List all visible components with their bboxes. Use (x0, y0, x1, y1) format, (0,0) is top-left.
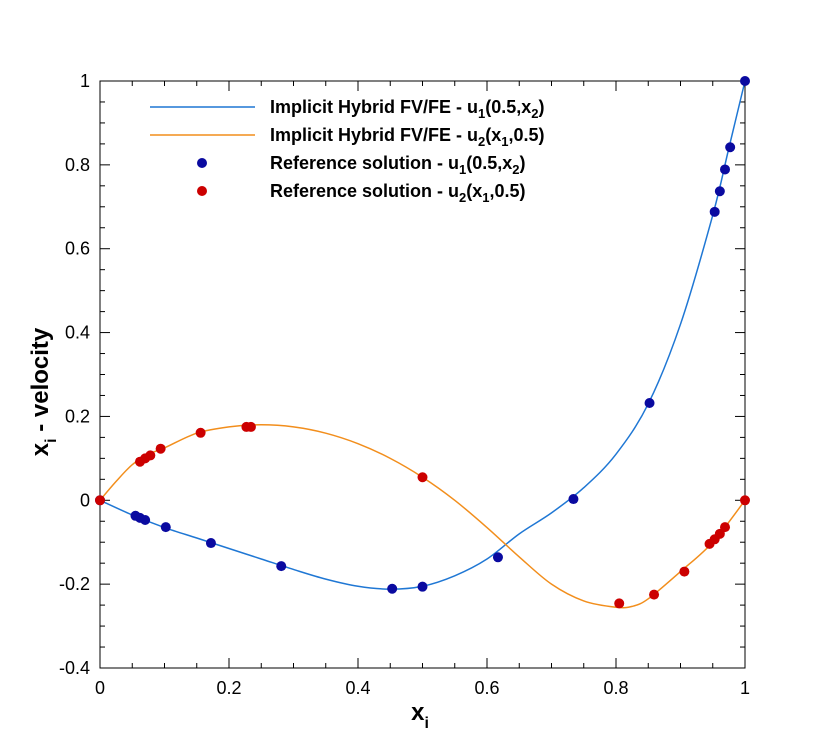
series-3-point (644, 398, 655, 409)
series-4-point (417, 472, 428, 483)
legend-label-part: ,0.5) (509, 125, 545, 145)
x-tick-label: 0.4 (345, 678, 370, 698)
series-3-point (140, 514, 151, 525)
series-3-point (387, 583, 398, 594)
series-4-point (145, 450, 156, 461)
x-tick-label: 1 (740, 678, 750, 698)
y-tick-label: 0 (80, 490, 90, 510)
legend-label-part: 2 (478, 134, 485, 149)
y-tick-label: -0.2 (59, 574, 90, 594)
legend-label: Reference solution - u2(x1,0.5) (270, 181, 526, 205)
series-4-point (155, 443, 166, 454)
legend-swatch-marker (197, 158, 207, 168)
y-tick-label: 0.4 (65, 323, 90, 343)
legend-label-part: Reference solution - u (270, 181, 459, 201)
x-axis-label: xi (411, 699, 429, 732)
legend-label-part: (x (485, 125, 501, 145)
y-tick-label: 1 (80, 71, 90, 91)
x-axis-label-base: x (411, 699, 425, 726)
series-3-point (720, 164, 731, 175)
legend-label-part: ) (520, 153, 526, 173)
y-axis-ticks: -0.4 -0.2 0 0.2 0.4 0.6 0.8 1 (59, 71, 745, 678)
x-tick-label: 0.8 (603, 678, 628, 698)
x-tick-label: 0.6 (474, 678, 499, 698)
series-3-point (276, 561, 287, 572)
y-axis-label-subscript: i (43, 438, 60, 442)
y-tick-label: 0.8 (65, 155, 90, 175)
legend-entry-3: Reference solution - u1(0.5,x2) (197, 153, 526, 177)
legend-label-part: (0.5,x (485, 97, 531, 117)
x-tick-label: 0.2 (216, 678, 241, 698)
legend-entry-1: Implicit Hybrid FV/FE - u1(0.5,x2) (150, 97, 545, 121)
legend-label-part: 1 (478, 106, 485, 121)
series-1-line (99, 80, 746, 590)
series-4-point (740, 495, 750, 506)
legend-label-part: ,0.5) (490, 181, 526, 201)
legend-label-part: (x (466, 181, 482, 201)
series-3-point (492, 552, 503, 563)
series-4-point (720, 522, 731, 533)
legend-label-part: 1 (459, 162, 466, 177)
series-4 (95, 421, 750, 609)
series-3-point (205, 538, 216, 549)
legend-label-part: Reference solution - u (270, 153, 459, 173)
legend-label-part: (0.5,x (466, 153, 512, 173)
y-tick-label: -0.4 (59, 658, 90, 678)
legend-label: Implicit Hybrid FV/FE - u2(x1,0.5) (270, 125, 545, 149)
series-3-point (160, 522, 171, 533)
series-4-point (679, 566, 690, 577)
x-axis-label-subscript: i (424, 715, 428, 732)
series-4-point (195, 427, 206, 438)
legend-label: Reference solution - u1(0.5,x2) (270, 153, 526, 177)
legend-label-part: Implicit Hybrid FV/FE - u (270, 125, 478, 145)
x-axis-ticks: 0 0.2 0.4 0.6 0.8 1 (95, 81, 750, 698)
y-tick-label: 0.6 (65, 239, 90, 259)
legend-entry-4: Reference solution - u2(x1,0.5) (197, 181, 526, 205)
series-2 (99, 424, 746, 609)
y-axis-label-rest: - velocity (27, 327, 54, 438)
legend-label-part: 2 (459, 190, 466, 205)
legend-label-part: 2 (512, 162, 519, 177)
series-3-point (709, 206, 720, 217)
x-tick-label: 0 (95, 678, 105, 698)
legend-swatch-marker (197, 186, 207, 196)
legend: Implicit Hybrid FV/FE - u1(0.5,x2)Implic… (150, 97, 545, 205)
series-3-point (725, 142, 736, 153)
series-1 (99, 80, 746, 590)
legend-label-part: 1 (501, 134, 508, 149)
series-3-point (714, 186, 725, 197)
series-4-point (614, 598, 625, 609)
y-tick-label: 0.2 (65, 406, 90, 426)
series-layer (95, 76, 750, 609)
legend-label-part: 2 (531, 106, 538, 121)
series-2-line (99, 424, 746, 609)
legend-label-part: ) (539, 97, 545, 117)
series-4-point (649, 589, 660, 600)
legend-entry-2: Implicit Hybrid FV/FE - u2(x1,0.5) (150, 125, 545, 149)
legend-label-part: Implicit Hybrid FV/FE - u (270, 97, 478, 117)
legend-label: Implicit Hybrid FV/FE - u1(0.5,x2) (270, 97, 545, 121)
series-3-point (417, 581, 428, 592)
y-axis-label: xi - velocity (27, 327, 60, 456)
series-4-point (95, 495, 105, 506)
y-axis-label-base: x (27, 442, 54, 456)
series-3 (95, 76, 750, 594)
series-4-point (245, 421, 256, 432)
series-3-point (740, 76, 750, 86)
series-3-point (568, 494, 579, 505)
legend-label-part: 1 (482, 190, 489, 205)
